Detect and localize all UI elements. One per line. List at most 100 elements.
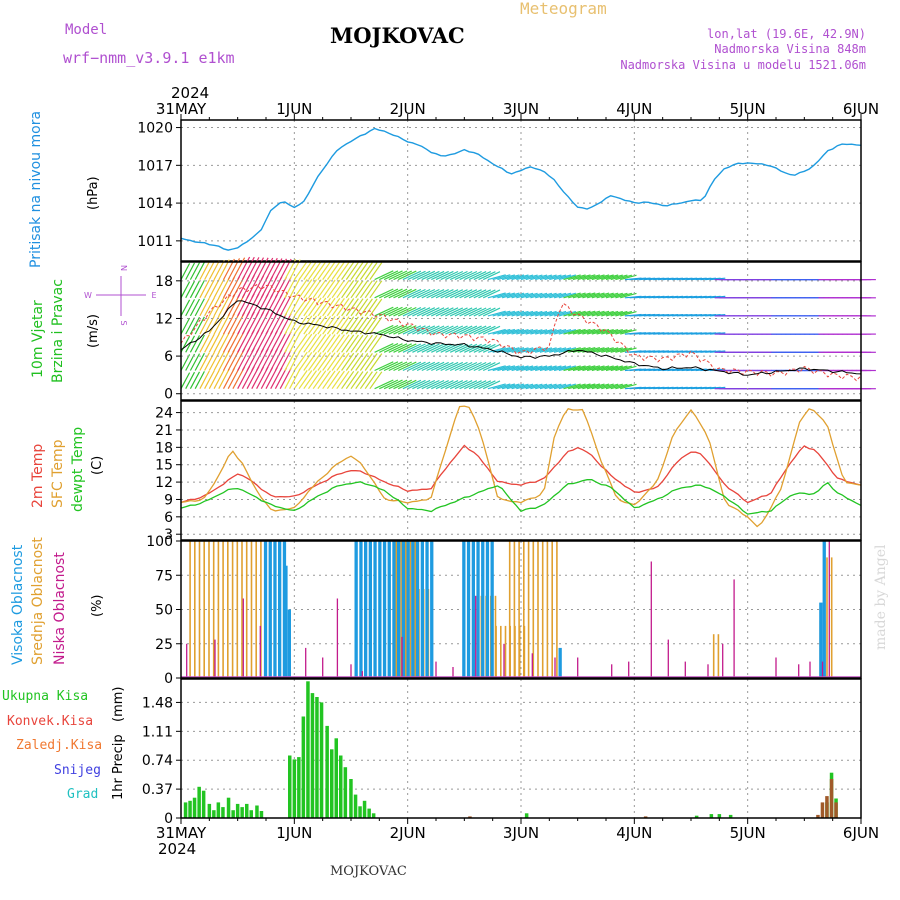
wind-barb <box>492 310 511 317</box>
wind-barb <box>326 334 341 353</box>
wind-barb <box>185 299 196 317</box>
precip-total-bar <box>292 759 297 818</box>
wind-barb <box>379 324 399 335</box>
wind-barb <box>563 383 581 390</box>
wind-barb <box>431 343 449 353</box>
wind-barb <box>194 352 205 371</box>
wind-barb <box>482 343 501 353</box>
y-tick-label: 0.37 <box>142 782 173 798</box>
wind-barb <box>482 362 501 372</box>
wind-barb <box>440 307 459 317</box>
precip-total-bar <box>728 814 733 818</box>
wind-barb <box>341 370 355 390</box>
wind-barb <box>572 347 591 353</box>
precip-total-bar <box>334 738 338 818</box>
wind-barb <box>591 347 610 353</box>
precip-total-bar <box>349 779 353 818</box>
wind-barb <box>322 370 336 390</box>
wind-barb <box>322 279 336 299</box>
precip-total-bar <box>249 810 253 818</box>
wind-barb <box>506 328 525 335</box>
dewpt-line <box>180 479 862 515</box>
wind-barb <box>326 370 341 390</box>
pressure-unit: (hPa) <box>86 176 101 210</box>
precip-total-bar <box>315 697 319 818</box>
wind-barb <box>605 365 623 372</box>
wind-barb <box>440 325 459 335</box>
wind-barb <box>270 349 283 371</box>
wind-barb <box>539 310 557 317</box>
wind-barb <box>336 352 350 371</box>
wind-barb <box>412 307 431 317</box>
y-tick-label: 1011 <box>137 234 173 250</box>
wind-barb <box>199 316 210 335</box>
cloud-high-bar <box>378 541 382 678</box>
wind-barb <box>445 307 464 317</box>
wind-barb <box>553 274 572 281</box>
wind-barb <box>601 347 619 353</box>
wind-barb <box>539 383 557 390</box>
precip-total-bar <box>717 814 722 818</box>
wind-barb <box>364 298 378 317</box>
wind-barb <box>189 280 201 299</box>
wind-barb <box>369 335 383 353</box>
y-tick-label: 18 <box>155 440 173 456</box>
wind-barb <box>359 353 373 371</box>
wind-barb <box>535 292 553 299</box>
wind-barb <box>185 353 196 371</box>
wind-barb <box>222 331 235 353</box>
wind-barb <box>544 310 562 317</box>
cloud-ylabel-mid: Srednja Oblacnost <box>30 537 46 665</box>
credit-watermark: made by Angel <box>873 544 889 650</box>
wind-barb <box>549 292 567 299</box>
wind-barb <box>421 343 440 353</box>
wind-barb <box>208 278 220 299</box>
wind-barb <box>355 262 369 280</box>
wind-barb <box>374 379 394 390</box>
wind-barb <box>601 383 619 390</box>
precip-total-bar <box>188 800 192 818</box>
wind-barb <box>270 294 283 317</box>
wind-barb <box>317 334 331 353</box>
wind-barb <box>549 347 567 353</box>
wind-barb <box>586 310 605 317</box>
wind-barb <box>326 261 341 280</box>
wind-barb <box>279 295 292 317</box>
wind-barb <box>416 270 436 281</box>
wind-barb <box>336 261 350 280</box>
wind-barb <box>222 313 235 335</box>
wind-barb <box>487 365 506 372</box>
model-elevation-label: Nadmorska Visina u modelu 1521.06m <box>620 58 866 72</box>
wind-barb <box>213 369 225 389</box>
wind-barb <box>591 328 610 335</box>
wind-barb <box>383 288 403 299</box>
wind-barb <box>449 343 468 353</box>
wind-barb <box>487 347 506 353</box>
y-tick-label: 75 <box>155 568 173 584</box>
pressure-line <box>180 127 862 251</box>
wind-barb <box>449 270 468 281</box>
wind-barb <box>213 314 225 335</box>
wind-barb <box>539 365 557 372</box>
wind-barb <box>199 261 210 280</box>
wind-barb <box>440 289 459 299</box>
wind-barb <box>530 310 548 317</box>
wind-barb <box>185 317 196 335</box>
cloud-high-bar <box>364 541 368 678</box>
wind-barb <box>473 362 492 372</box>
wind-barb <box>270 276 283 299</box>
precip-convective-bar <box>834 802 838 818</box>
wind-barb <box>289 277 301 299</box>
wind-barb <box>355 371 369 390</box>
precip-total-bar <box>240 807 244 818</box>
model-name: wrf−nmm_v3.9.1 e1km <box>63 49 235 67</box>
x-tick-label-bottom: 31MAY <box>156 824 207 842</box>
wind-barb <box>180 299 191 317</box>
precip-total-bar <box>301 716 306 818</box>
wind-barb <box>213 278 225 299</box>
wind-barb <box>530 347 548 353</box>
wind-barb <box>412 343 431 353</box>
wind-barb <box>449 307 468 317</box>
wind-barb <box>544 347 562 353</box>
wind-barb <box>459 325 478 335</box>
